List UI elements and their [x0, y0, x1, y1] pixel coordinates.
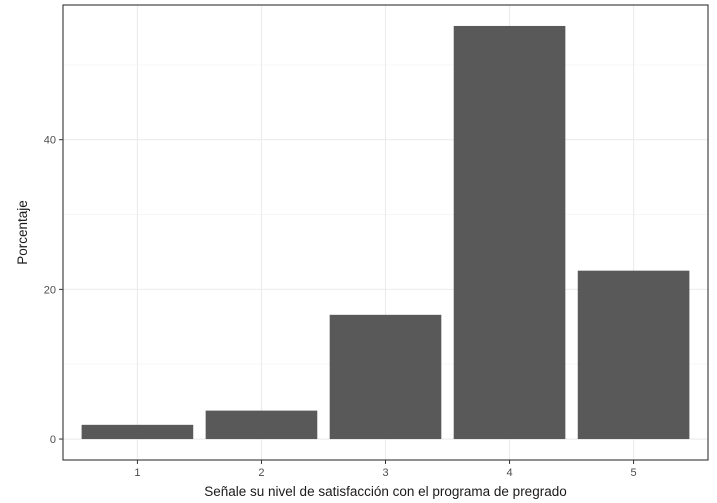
x-axis-ticks: 1 2 3 4 5	[134, 460, 637, 479]
y-tick-label: 0	[50, 434, 56, 446]
bar-3	[329, 314, 442, 440]
y-axis-title: Porcentaje	[15, 200, 30, 265]
bar-1	[81, 424, 194, 440]
bar-2	[205, 410, 318, 440]
y-tick-label: 40	[44, 135, 56, 147]
x-tick-label: 3	[382, 467, 388, 479]
bar-4	[453, 25, 566, 440]
bars-group	[81, 25, 690, 440]
x-tick-label: 5	[631, 467, 637, 479]
y-tick-label: 20	[44, 284, 56, 296]
y-axis-ticks: 0 20 40	[44, 135, 63, 446]
x-tick-label: 1	[134, 467, 140, 479]
x-tick-label: 4	[506, 467, 512, 479]
x-tick-label: 2	[258, 467, 264, 479]
x-axis-title: Señale su nivel de satisfacción con el p…	[204, 484, 566, 499]
bar-5	[577, 270, 690, 440]
